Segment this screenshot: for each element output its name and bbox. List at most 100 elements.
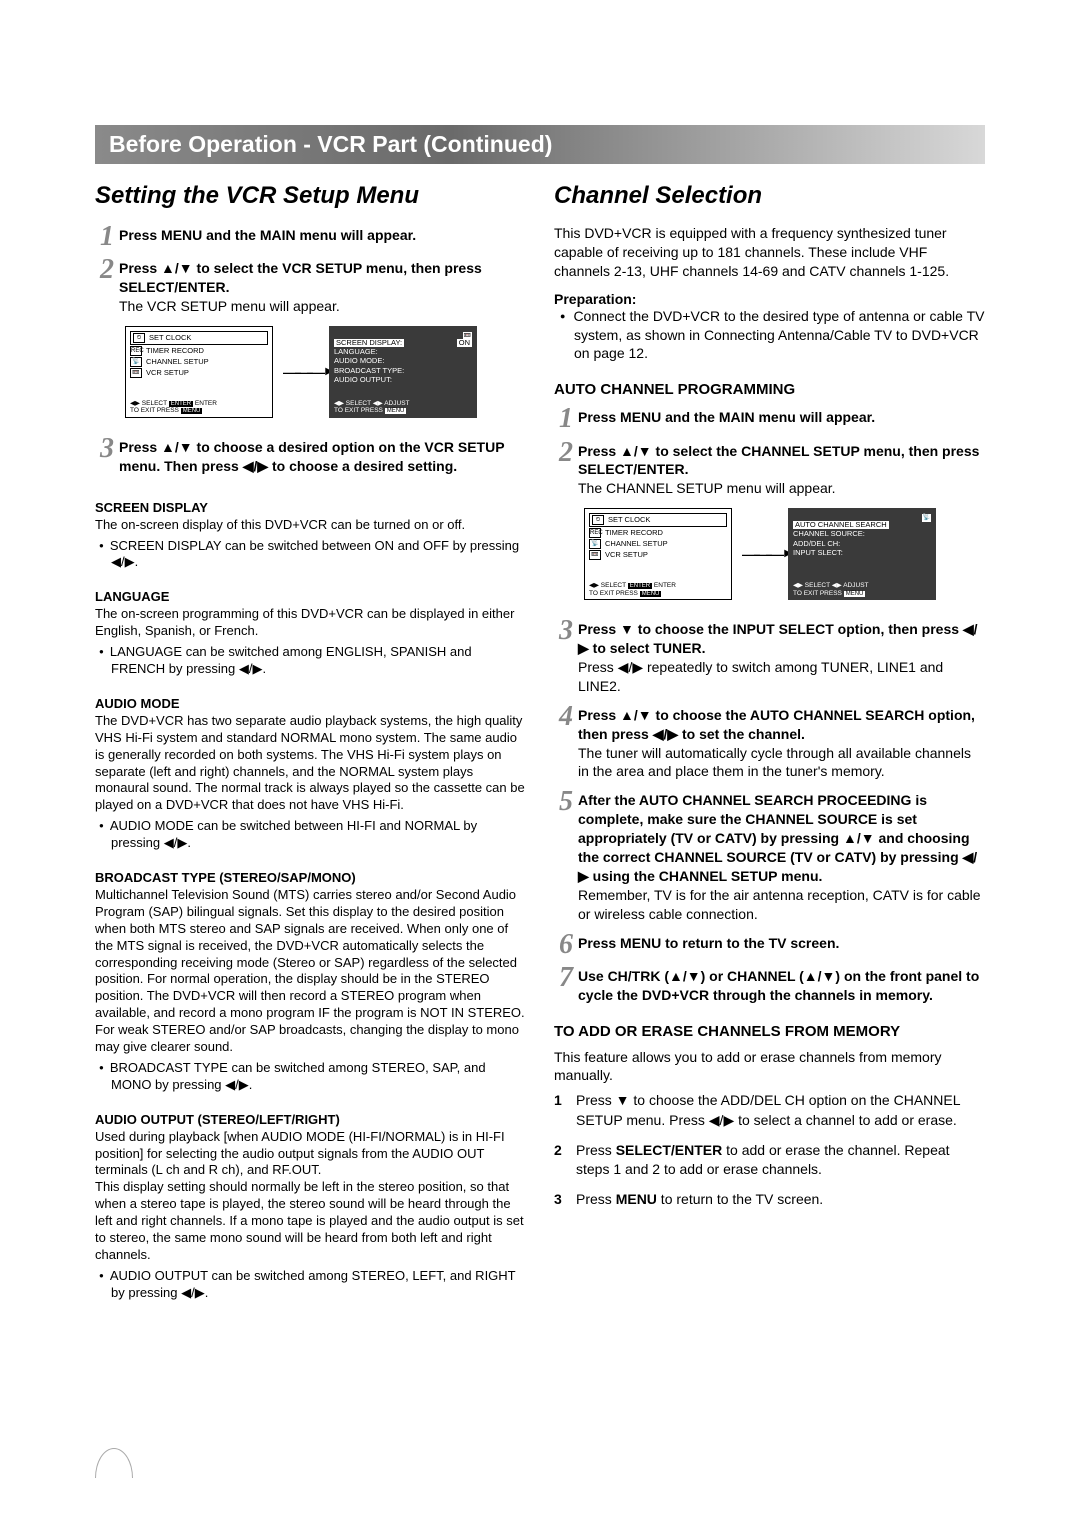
osd-item: TIMER RECORD — [146, 347, 204, 355]
osd-item: VCR SETUP — [605, 551, 648, 559]
right-step-3: 3 Press ▼ to choose the INPUT SELECT opt… — [554, 618, 985, 696]
subhead-screen-display: SCREEN DISPLAY — [95, 500, 526, 515]
bullet-audio-output: AUDIO OUTPUT can be switched among STERE… — [111, 1268, 526, 1302]
clock-icon: ⏲ — [133, 333, 145, 343]
step-text-plain: The tuner will automatically cycle throu… — [578, 745, 971, 780]
step-number: 3 — [554, 618, 578, 643]
osd-hint: ◀▶ SELECT ◀▶ ADJUSTTO EXIT PRESS MENU — [334, 400, 472, 415]
osd-highlight-label: AUTO CHANNEL SEARCH — [793, 521, 889, 529]
osd-item: AUDIO OUTPUT: — [334, 376, 392, 384]
prep-bullet: Connect the DVD+VCR to the desired type … — [574, 307, 985, 364]
step-text-plain: Press ◀/▶ repeatedly to switch among TUN… — [578, 659, 943, 694]
osd-hint: ◀▶ SELECT ◀▶ ADJUSTTO EXIT PRESS MENU — [793, 582, 931, 597]
right-column: Channel Selection This DVD+VCR is equipp… — [554, 182, 985, 1302]
list-item: 3Press MENU to return to the TV screen. — [554, 1190, 985, 1210]
step-number: 2 — [554, 440, 578, 465]
osd-hint: ◀▶ SELECT ENTER ENTERTO EXIT PRESS MENU — [589, 582, 727, 597]
add-erase-head: TO ADD OR ERASE CHANNELS FROM MEMORY — [554, 1023, 985, 1040]
ae-step-3: Press MENU to return to the TV screen. — [576, 1190, 823, 1210]
step-text-bold: Press ▲/▼ to select the VCR SETUP menu, … — [119, 260, 482, 295]
right-step-7: 7 Use CH/TRK (▲/▼) or CHANNEL (▲/▼) on t… — [554, 965, 985, 1005]
osd-item: VCR SETUP — [146, 369, 189, 377]
step-number: 1 — [95, 224, 119, 249]
osd-highlight-label: SCREEN DISPLAY: — [334, 339, 404, 347]
ant-icon: 📡 — [589, 539, 601, 549]
osd-figure-left: ⏲SET CLOCK RECTIMER RECORD 📡CHANNEL SETU… — [125, 326, 526, 418]
prep-head: Preparation: — [554, 291, 985, 307]
step-text-plain: The CHANNEL SETUP menu will appear. — [578, 480, 836, 496]
left-column: Setting the VCR Setup Menu 1 Press MENU … — [95, 182, 526, 1302]
para-audio-output: Used during playback [when AUDIO MODE (H… — [95, 1129, 526, 1264]
osd-panel-main-menu: ⏲SET CLOCK RECTIMER RECORD 📡CHANNEL SETU… — [125, 326, 273, 418]
osd-item: CHANNEL SETUP — [605, 540, 668, 548]
para-audio-mode: The DVD+VCR has two separate audio playb… — [95, 713, 526, 814]
step-text-bold: Press ▼ to choose the INPUT SELECT optio… — [578, 621, 978, 656]
step-text-plain: Remember, TV is for the air antenna rece… — [578, 887, 981, 922]
step-text: Use CH/TRK (▲/▼) or CHANNEL (▲/▼) on the… — [578, 968, 979, 1003]
bullet-broadcast-type: BROADCAST TYPE can be switched among STE… — [111, 1060, 526, 1094]
step-text: Press MENU and the MAIN menu will appear… — [119, 227, 416, 243]
rec-icon: REC — [589, 528, 601, 538]
step-number: 4 — [554, 704, 578, 729]
step-number: 5 — [554, 789, 578, 814]
subhead-audio-mode: AUDIO MODE — [95, 696, 526, 711]
step-text: Press ▲/▼ to choose a desired option on … — [119, 439, 504, 474]
list-item: 1Press ▼ to choose the ADD/DEL CH option… — [554, 1091, 985, 1130]
bullet-language: LANGUAGE can be switched among ENGLISH, … — [111, 644, 526, 678]
auto-channel-programming-head: AUTO CHANNEL PROGRAMMING — [554, 381, 985, 398]
right-step-4: 4 Press ▲/▼ to choose the AUTO CHANNEL S… — [554, 704, 985, 782]
ant-icon: 📡 — [130, 357, 142, 367]
left-step-3: 3 Press ▲/▼ to choose a desired option o… — [95, 436, 526, 476]
subhead-broadcast-type: BROADCAST TYPE (STEREO/SAP/MONO) — [95, 870, 526, 885]
step-number: 6 — [554, 932, 578, 957]
arrow-icon: ——— — [283, 363, 319, 381]
osd-item: BROADCAST TYPE: — [334, 367, 404, 375]
osd-highlight-value: ON — [457, 339, 472, 347]
rec-icon: REC — [130, 346, 142, 356]
right-step-5: 5 After the AUTO CHANNEL SEARCH PROCEEDI… — [554, 789, 985, 923]
para-broadcast-type: Multichannel Television Sound (MTS) carr… — [95, 887, 526, 1056]
section-title-bar: Before Operation - VCR Part (Continued) — [95, 125, 985, 164]
bullet-screen-display: SCREEN DISPLAY can be switched between O… — [111, 538, 526, 572]
left-step-2: 2 Press ▲/▼ to select the VCR SETUP menu… — [95, 257, 526, 316]
step-text-bold: Press ▲/▼ to choose the AUTO CHANNEL SEA… — [578, 707, 975, 742]
step-number: 3 — [95, 436, 119, 461]
step-text: Press MENU to return to the TV screen. — [578, 935, 839, 951]
osd-item: SET CLOCK — [608, 516, 650, 524]
right-heading: Channel Selection — [554, 182, 985, 210]
osd-item: INPUT SLECT: — [793, 549, 843, 557]
right-step-2: 2 Press ▲/▼ to select the CHANNEL SETUP … — [554, 440, 985, 499]
osd-item: AUDIO MODE: — [334, 357, 384, 365]
bullet-audio-mode: AUDIO MODE can be switched between HI-FI… — [111, 818, 526, 852]
osd-panel-channel-setup: 📡 AUTO CHANNEL SEARCH CHANNEL SOURCE: AD… — [788, 508, 936, 600]
para-language: The on-screen programming of this DVD+VC… — [95, 606, 526, 640]
content-columns: Setting the VCR Setup Menu 1 Press MENU … — [95, 182, 985, 1302]
osd-item: CHANNEL SETUP — [146, 358, 209, 366]
para-screen-display: The on-screen display of this DVD+VCR ca… — [95, 517, 526, 534]
osd-panel-vcr-setup: 📼 SCREEN DISPLAY: ON LANGUAGE: AUDIO MODE… — [329, 326, 477, 418]
right-step-6: 6 Press MENU to return to the TV screen. — [554, 932, 985, 957]
page-number-ornament — [95, 1448, 133, 1478]
add-erase-list: 1Press ▼ to choose the ADD/DEL CH option… — [554, 1091, 985, 1209]
osd-item: TIMER RECORD — [605, 529, 663, 537]
right-step-1: 1 Press MENU and the MAIN menu will appe… — [554, 406, 985, 431]
left-heading: Setting the VCR Setup Menu — [95, 182, 526, 210]
ae-step-2: Press SELECT/ENTER to add or erase the c… — [576, 1141, 985, 1180]
subhead-audio-output: AUDIO OUTPUT (STEREO/LEFT/RIGHT) — [95, 1112, 526, 1127]
vcr-icon: 📼 — [463, 332, 472, 340]
subhead-language: LANGUAGE — [95, 589, 526, 604]
step-text: Press MENU and the MAIN menu will appear… — [578, 409, 875, 425]
add-erase-intro: This feature allows you to add or erase … — [554, 1048, 985, 1086]
clock-icon: ⏲ — [592, 515, 604, 525]
list-item: 2Press SELECT/ENTER to add or erase the … — [554, 1141, 985, 1180]
ant-icon: 📡 — [922, 514, 931, 522]
vcr-icon: 📼 — [130, 368, 142, 378]
osd-figure-right: ⏲ SET CLOCK REC TIMER RECORD 📡 CHANNEL SETU… — [584, 508, 985, 600]
left-step-1: 1 Press MENU and the MAIN menu will appe… — [95, 224, 526, 249]
osd-item: LANGUAGE: — [334, 348, 378, 356]
step-text-plain: The VCR SETUP menu will appear. — [119, 298, 340, 314]
step-text-bold: Press ▲/▼ to select the CHANNEL SETUP me… — [578, 443, 979, 478]
osd-hint: ◀▶ SELECT ENTER ENTERTO EXIT PRESS MENU — [130, 400, 268, 415]
osd-item: ADD/DEL CH: — [793, 540, 840, 548]
step-number: 2 — [95, 257, 119, 282]
